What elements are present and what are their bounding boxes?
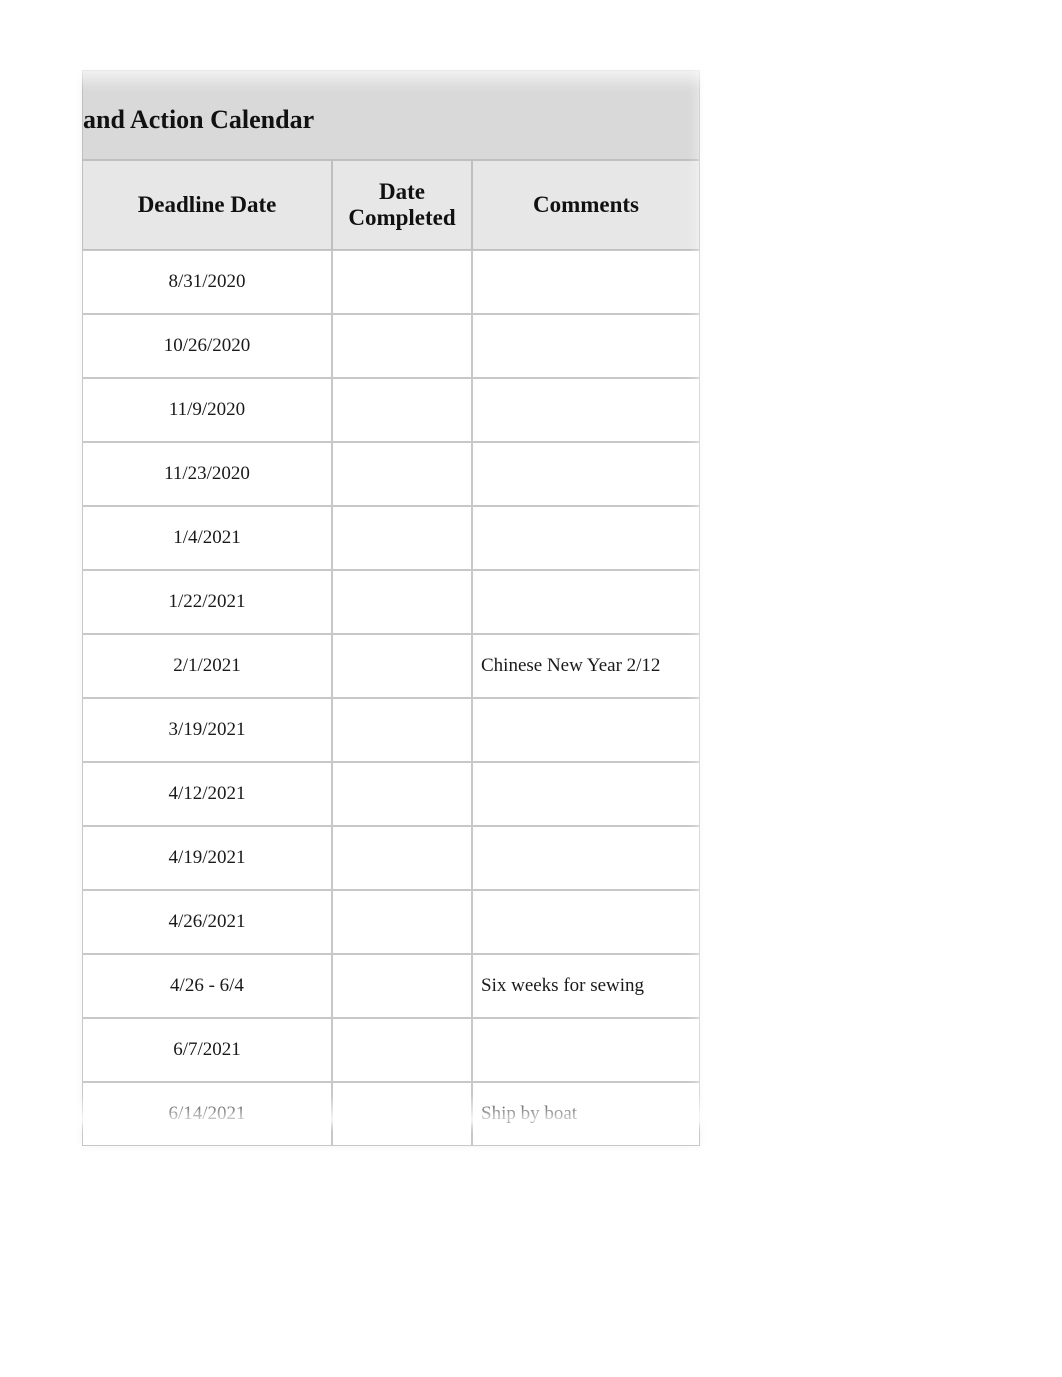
cell-completed: [332, 762, 472, 826]
cell-completed: [332, 442, 472, 506]
cell-deadline: 1/4/2021: [82, 506, 332, 570]
cell-completed: [332, 250, 472, 314]
table-row: 4/19/2021: [82, 826, 700, 890]
col-header-deadline: Deadline Date: [82, 160, 332, 250]
cell-comments: [472, 1018, 700, 1082]
cell-comments: Chinese New Year 2/12: [472, 634, 700, 698]
cell-comments: [472, 378, 700, 442]
cell-comments: [472, 250, 700, 314]
table-row: 1/4/2021: [82, 506, 700, 570]
table-row: 10/26/2020: [82, 314, 700, 378]
cell-completed: [332, 954, 472, 1018]
cell-comments: Ship by boat: [472, 1082, 700, 1146]
cell-completed: [332, 826, 472, 890]
cell-completed: [332, 506, 472, 570]
cell-completed: [332, 1018, 472, 1082]
cell-comments: [472, 314, 700, 378]
cell-deadline: 3/19/2021: [82, 698, 332, 762]
cell-comments: [472, 762, 700, 826]
cell-comments: [472, 826, 700, 890]
cell-completed: [332, 570, 472, 634]
table-row: 2/1/2021 Chinese New Year 2/12: [82, 634, 700, 698]
table-title: and Action Calendar: [82, 70, 700, 160]
cell-deadline: 4/19/2021: [82, 826, 332, 890]
cell-deadline: 11/9/2020: [82, 378, 332, 442]
cell-comments: [472, 698, 700, 762]
cell-deadline: 6/7/2021: [82, 1018, 332, 1082]
cell-deadline: 8/31/2020: [82, 250, 332, 314]
col-header-comments: Comments: [472, 160, 700, 250]
cell-comments: Six weeks for sewing: [472, 954, 700, 1018]
calendar-table-container: and Action Calendar Deadline Date Date C…: [82, 70, 700, 1146]
cell-deadline: 2/1/2021: [82, 634, 332, 698]
cell-deadline: 6/14/2021: [82, 1082, 332, 1146]
cell-deadline: 4/12/2021: [82, 762, 332, 826]
table-row: 8/31/2020: [82, 250, 700, 314]
cell-comments: [472, 570, 700, 634]
cell-completed: [332, 890, 472, 954]
col-header-completed: Date Completed: [332, 160, 472, 250]
cell-comments: [472, 506, 700, 570]
cell-deadline: 1/22/2021: [82, 570, 332, 634]
table-row: 6/14/2021 Ship by boat: [82, 1082, 700, 1146]
table-row: 11/9/2020: [82, 378, 700, 442]
table-row: 1/22/2021: [82, 570, 700, 634]
table-row: 11/23/2020: [82, 442, 700, 506]
cell-comments: [472, 890, 700, 954]
table-row: 3/19/2021: [82, 698, 700, 762]
cell-deadline: 4/26/2021: [82, 890, 332, 954]
cell-deadline: 4/26 - 6/4: [82, 954, 332, 1018]
table-header-row: Deadline Date Date Completed Comments: [82, 160, 700, 250]
cell-comments: [472, 442, 700, 506]
table-row: 4/26 - 6/4 Six weeks for sewing: [82, 954, 700, 1018]
cell-completed: [332, 1082, 472, 1146]
cell-completed: [332, 314, 472, 378]
cell-deadline: 10/26/2020: [82, 314, 332, 378]
cell-deadline: 11/23/2020: [82, 442, 332, 506]
cell-completed: [332, 698, 472, 762]
table-row: 6/7/2021: [82, 1018, 700, 1082]
cell-completed: [332, 378, 472, 442]
table-row: 4/12/2021: [82, 762, 700, 826]
cell-completed: [332, 634, 472, 698]
table-row: 4/26/2021: [82, 890, 700, 954]
calendar-table: Deadline Date Date Completed Comments 8/…: [82, 160, 700, 1146]
